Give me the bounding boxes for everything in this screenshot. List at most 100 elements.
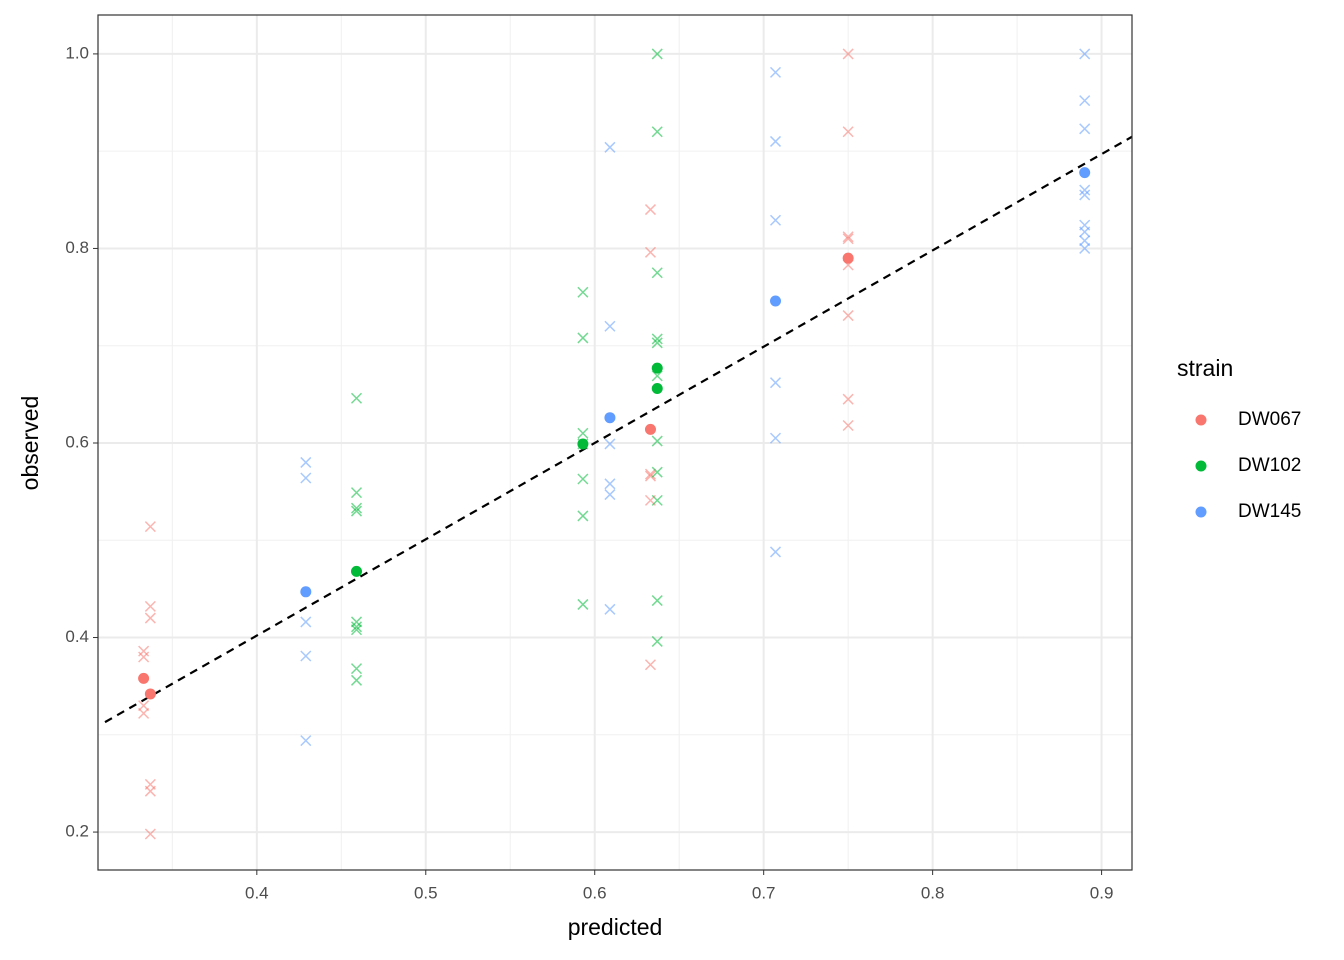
- mean-point: [651, 362, 663, 374]
- replicate-cross: [144, 828, 156, 840]
- x-tick-label: 0.9: [1090, 883, 1114, 902]
- replicate-cross: [644, 470, 657, 482]
- x-axis-title: predicted: [568, 914, 663, 940]
- x-tick-label: 0.6: [583, 883, 607, 902]
- mean-point: [644, 423, 656, 435]
- replicate-cross: [577, 473, 589, 485]
- y-axis-title: observed: [17, 396, 43, 491]
- replicate-cross: [842, 310, 854, 322]
- replicate-cross: [651, 370, 663, 382]
- replicate-cross: [604, 141, 616, 153]
- replicate-cross: [604, 478, 616, 490]
- replicate-cross: [644, 659, 657, 671]
- y-tick-label: 0.8: [65, 238, 89, 257]
- replicate-cross: [350, 674, 363, 686]
- mean-point: [577, 438, 589, 450]
- replicate-cross: [138, 700, 150, 712]
- replicate-cross: [644, 468, 657, 480]
- replicate-cross: [350, 505, 363, 517]
- replicate-cross: [651, 635, 663, 647]
- replicate-cross: [350, 621, 363, 633]
- legend-key: [1195, 414, 1207, 426]
- replicate-cross: [300, 650, 312, 662]
- replicate-cross: [651, 435, 663, 447]
- replicate-cross: [300, 735, 312, 747]
- replicate-cross: [769, 377, 782, 389]
- x-tick-label: 0.4: [245, 883, 269, 902]
- replicate-cross: [144, 600, 156, 612]
- mean-point: [651, 383, 663, 395]
- replicate-cross: [144, 521, 156, 533]
- replicate-cross: [1079, 235, 1091, 247]
- replicate-cross: [1079, 226, 1091, 238]
- replicate-cross: [350, 502, 363, 514]
- replicate-cross: [842, 48, 854, 60]
- mean-point: [842, 252, 854, 264]
- replicate-cross: [651, 595, 663, 607]
- x-tick-label: 0.5: [414, 883, 438, 902]
- replicate-cross: [138, 651, 150, 663]
- replicate-cross: [769, 214, 782, 226]
- y-tick-label: 0.4: [65, 627, 89, 646]
- mean-point: [138, 672, 150, 684]
- replicate-cross: [1079, 242, 1091, 254]
- replicate-cross: [842, 233, 854, 245]
- mean-point: [300, 586, 312, 598]
- panel-border: [97, 14, 1133, 871]
- replicate-cross: [769, 432, 782, 444]
- replicate-cross: [644, 246, 657, 258]
- x-tick-label: 0.7: [752, 883, 776, 902]
- replicate-cross: [842, 419, 854, 432]
- replicate-cross: [769, 546, 782, 558]
- replicate-cross: [577, 332, 589, 344]
- mean-point: [1079, 167, 1091, 179]
- replicate-cross: [1079, 189, 1091, 201]
- legend-label: DW145: [1238, 501, 1301, 522]
- replicate-cross: [651, 126, 663, 138]
- replicate-cross: [138, 645, 150, 657]
- replicate-cross: [604, 438, 616, 450]
- replicate-cross: [1079, 123, 1091, 135]
- replicate-cross: [577, 286, 589, 298]
- legend-key: [1195, 460, 1207, 472]
- mean-point: [604, 412, 616, 424]
- replicate-cross: [604, 603, 616, 615]
- mean-point: [144, 688, 156, 700]
- replicate-cross: [300, 472, 312, 484]
- legend-key: [1195, 506, 1207, 518]
- replicate-cross: [1079, 95, 1091, 107]
- mean-point: [351, 565, 362, 577]
- replicate-cross: [842, 393, 854, 405]
- mean-point: [770, 295, 782, 307]
- replicate-cross: [651, 333, 663, 345]
- replicate-cross: [769, 135, 782, 147]
- replicate-cross: [651, 267, 663, 279]
- y-tick-label: 1.0: [65, 43, 89, 62]
- replicate-cross: [300, 456, 312, 468]
- replicate-cross: [144, 612, 156, 624]
- replicate-cross: [350, 392, 363, 404]
- replicate-cross: [842, 126, 854, 138]
- replicate-cross: [604, 489, 616, 501]
- replicate-cross: [651, 337, 663, 349]
- x-tick-label: 0.8: [921, 883, 945, 902]
- y-tick-label: 0.2: [65, 822, 89, 841]
- replicate-cross: [138, 707, 150, 719]
- replicate-cross: [350, 663, 363, 675]
- y-tick-label: 0.6: [65, 432, 89, 451]
- replicate-cross: [651, 494, 663, 506]
- replicate-cross: [577, 510, 589, 522]
- replicate-cross: [769, 66, 782, 78]
- replicate-cross: [651, 48, 663, 60]
- replicate-cross: [604, 320, 616, 332]
- replicate-cross: [577, 598, 589, 610]
- replicate-cross: [300, 616, 312, 628]
- replicate-cross: [350, 624, 363, 636]
- replicate-cross: [144, 785, 156, 797]
- replicate-cross: [1079, 184, 1091, 196]
- replicate-cross: [651, 466, 663, 478]
- replicate-cross: [577, 427, 589, 439]
- replicate-cross: [644, 204, 657, 216]
